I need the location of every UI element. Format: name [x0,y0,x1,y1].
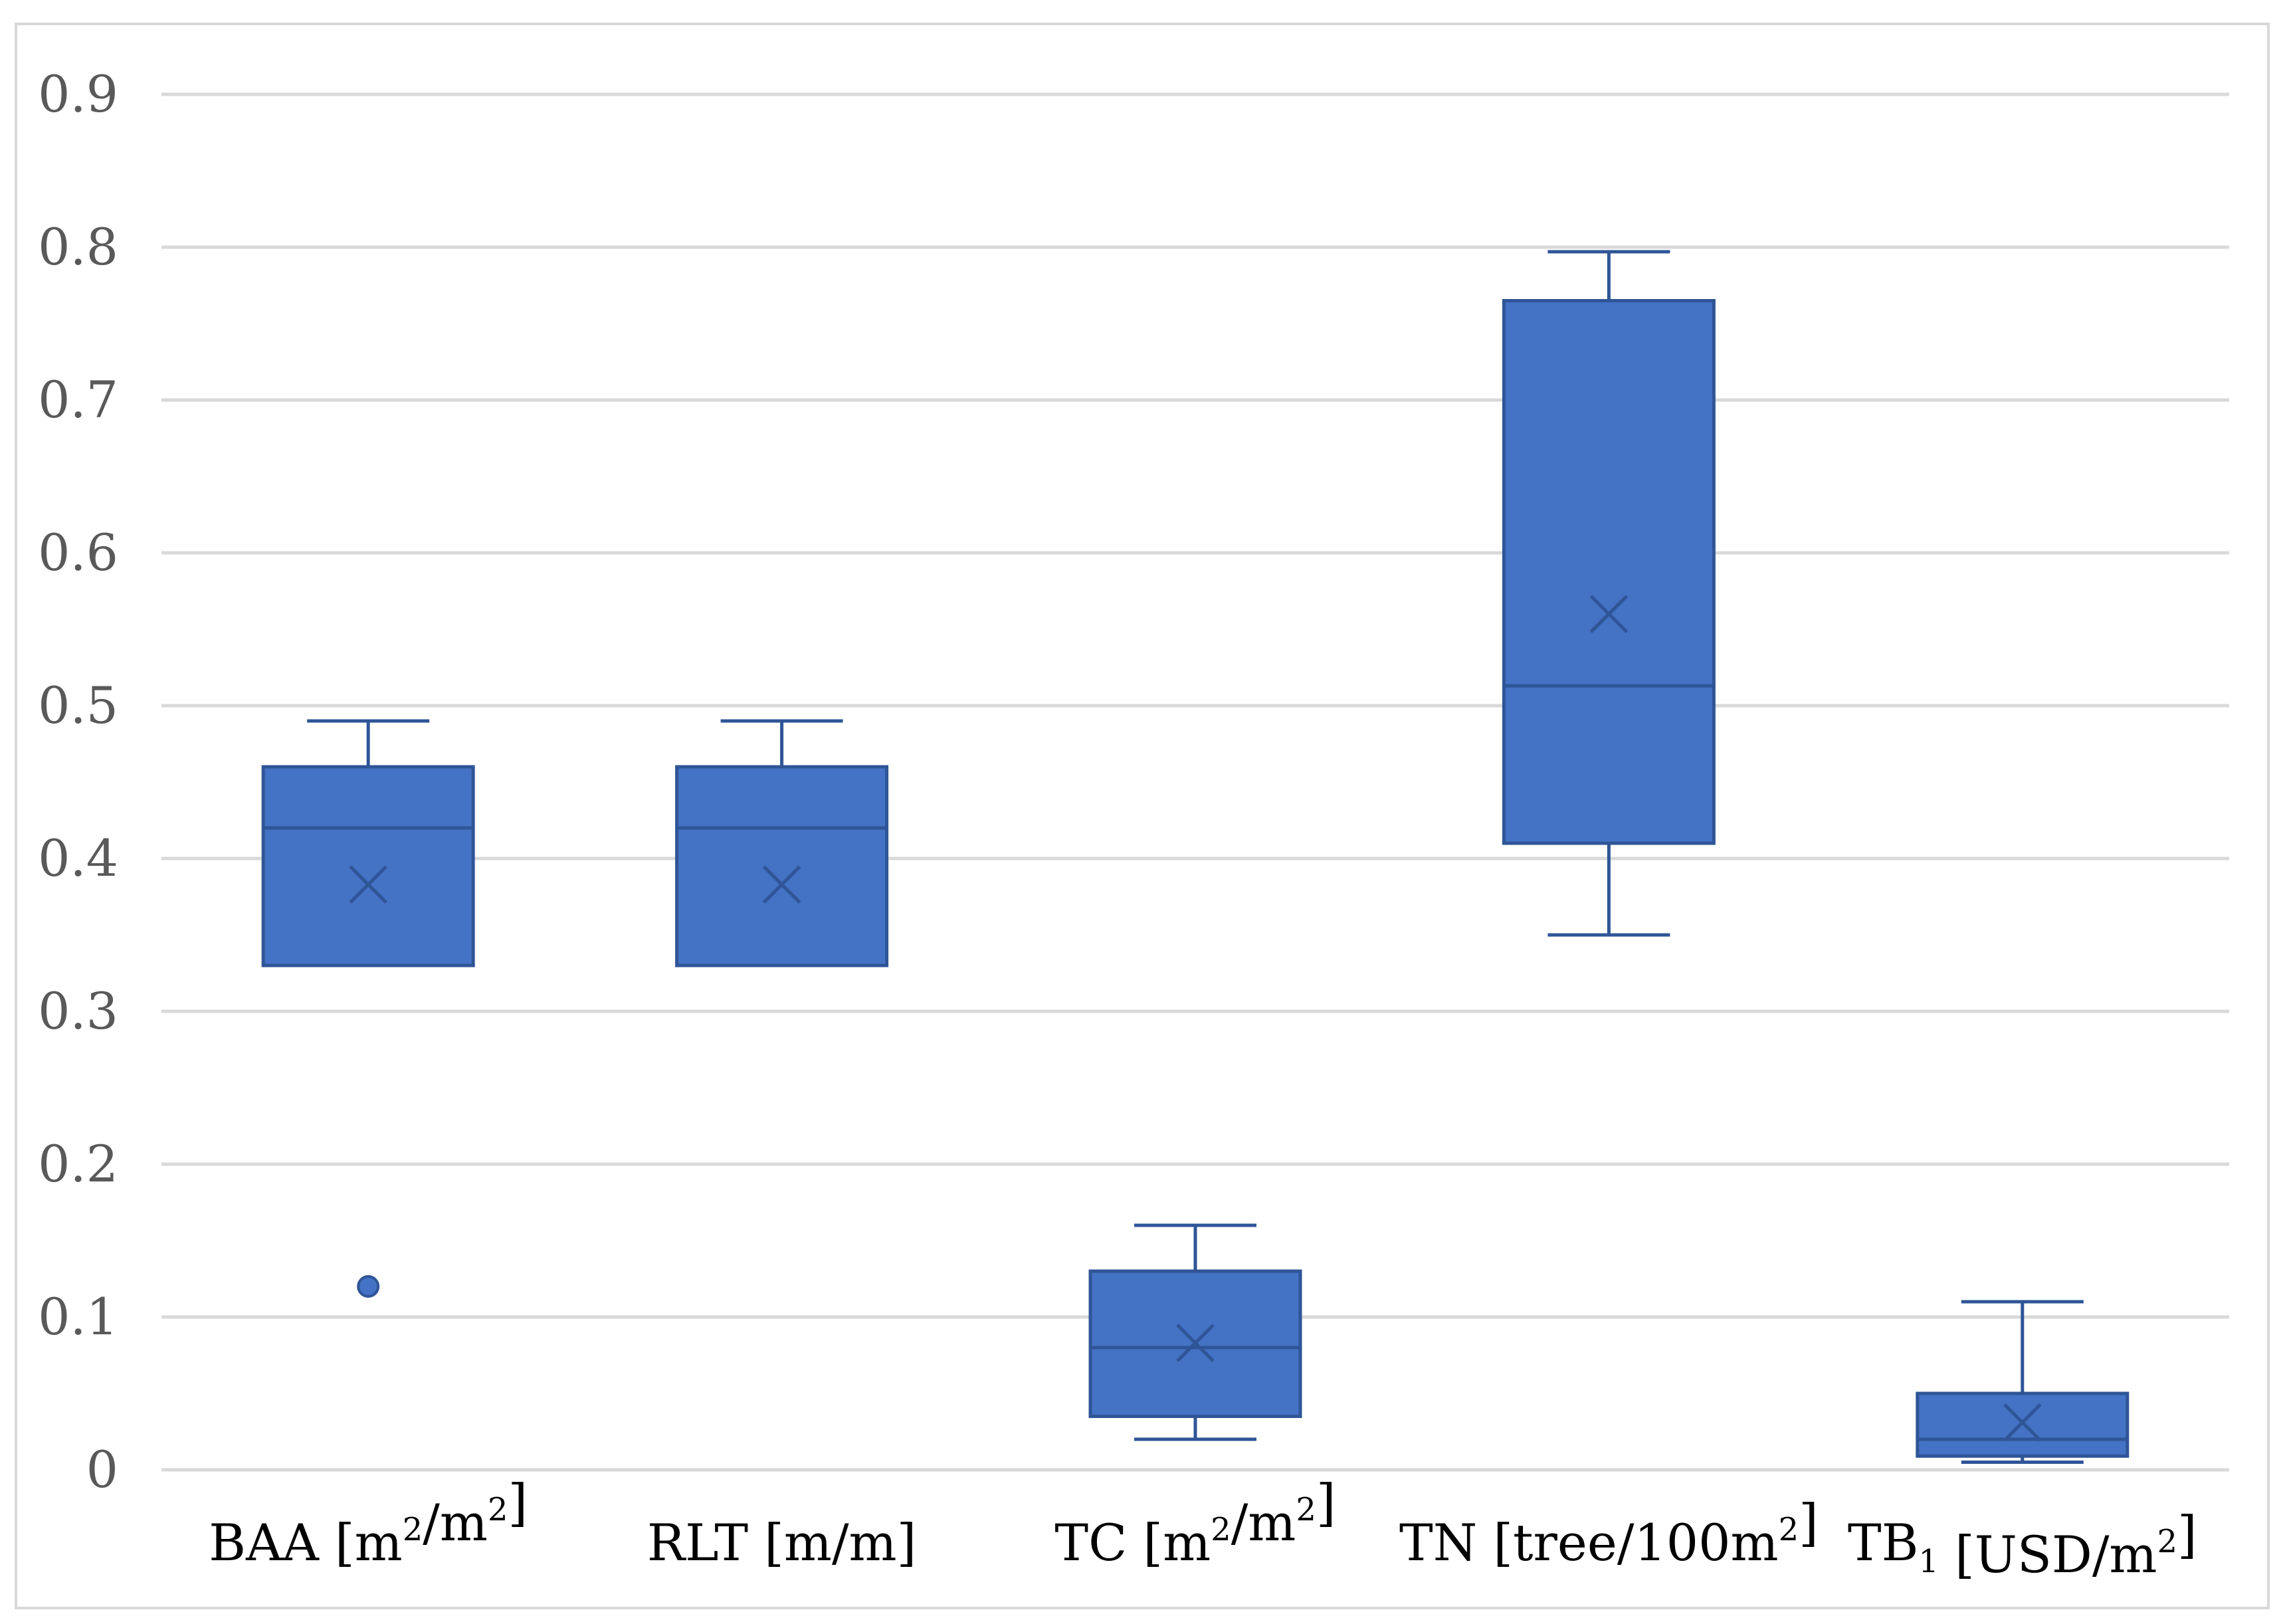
y-tick-label: 0.8 [38,217,118,276]
box-rlt [675,719,889,967]
outlier-point [357,1275,380,1298]
x-category-label-part: BAA [209,1513,320,1572]
x-category-label-part: [m [1127,1513,1211,1572]
x-category-label-part: 2 [1296,1491,1316,1528]
y-tick-label: 0.1 [38,1287,118,1346]
x-category-label-part: [m/m] [748,1513,916,1572]
box-tn [1502,250,1716,937]
mean-marker [762,865,801,904]
x-category-label-part: 2 [2157,1523,2178,1560]
x-category-label-part: ] [508,1473,528,1532]
y-tick-label: 0 [86,1440,118,1499]
y-tick-label: 0.6 [38,523,118,582]
mean-marker [2003,1403,2042,1442]
box-tb [1916,1300,2130,1464]
x-category-label-part: RLT [647,1513,748,1572]
gridlines [161,92,2229,1472]
x-category-label-part: 1 [1918,1543,1939,1580]
x-category-label-part: ] [1316,1473,1336,1532]
x-category-label: TC [m2/m2] [1054,1473,1336,1572]
x-category-label-part: TN [1399,1513,1477,1572]
iqr-box [261,765,475,967]
x-axis: BAA [m2/m2]RLT [m/m] TC [m2/m2]TN [tree/1… [209,1473,2197,1584]
x-category-label-part: TB [1848,1513,1919,1572]
x-category-label-part: 2 [1779,1511,1799,1548]
box-tc [1088,1223,1302,1441]
x-category-label: TN [tree/100m2] [1399,1493,1819,1572]
x-category-label-part: ] [1799,1493,1819,1552]
y-tick-label: 0.7 [38,370,118,429]
x-category-label-part: /m [1231,1493,1296,1552]
x-category-label-part: ] [2177,1505,2197,1564]
y-axis: 0 0.1 0.2 0.3 0.4 0.5 0.6 0.7 0.8 0.9 [38,64,118,1499]
boxes [261,250,2130,1464]
x-category-label: RLT [m/m] [647,1513,916,1572]
iqr-box [675,765,889,967]
x-category-label-part: [tree/100m [1477,1513,1778,1572]
x-category-label-part: 2 [403,1511,423,1548]
y-tick-label: 0.3 [38,981,118,1041]
x-category-label-part: 2 [488,1491,508,1528]
iqr-box [1502,299,1716,845]
y-tick-label: 0.2 [38,1134,118,1193]
x-category-label-part: [m [319,1513,403,1572]
x-category-label-part: [USD/m [1939,1525,2157,1584]
x-category-label-part: 2 [1211,1511,1231,1548]
mean-marker [349,865,387,904]
x-category-label: BAA [m2/m2] [209,1473,528,1572]
x-category-label-part: /m [423,1493,488,1552]
mean-marker [1589,595,1629,633]
x-category-label-part: TC [1054,1513,1127,1572]
y-tick-label: 0.5 [38,676,118,735]
x-category-label: TB1 [USD/m2] [1848,1505,2197,1584]
y-tick-label: 0.9 [38,64,118,124]
mean-marker [1176,1324,1215,1362]
y-tick-label: 0.4 [38,829,118,888]
box-baa [261,719,475,1298]
